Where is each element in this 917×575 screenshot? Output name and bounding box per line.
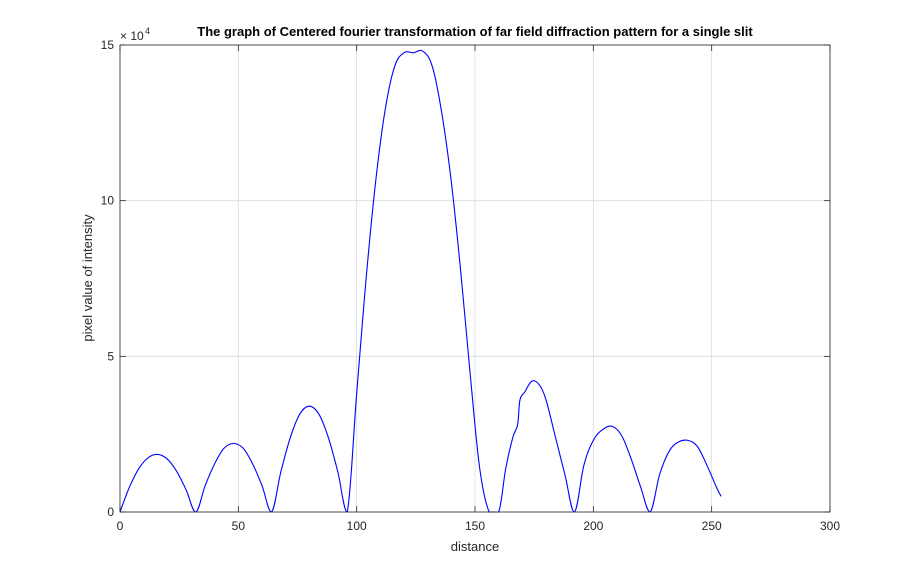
- x-tick-label: 200: [583, 519, 603, 533]
- x-axis-label: distance: [451, 539, 499, 554]
- y-tick-label: 10: [101, 194, 115, 208]
- x-tick-label: 300: [820, 519, 840, 533]
- x-tick-label: 50: [232, 519, 246, 533]
- ticks: [119, 44, 831, 513]
- chart-title: The graph of Centered fourier transforma…: [197, 24, 753, 39]
- tick-labels: 0 50 100 150 200 250 300 0 5 10 15: [101, 38, 841, 533]
- y-tick-label: 15: [101, 38, 115, 52]
- y-tick-label: 0: [107, 505, 114, 519]
- y-exponent-base: × 10: [120, 29, 144, 43]
- x-tick-label: 150: [465, 519, 485, 533]
- series-line: [119, 49, 722, 513]
- series-layer: [119, 49, 722, 513]
- y-tick-label: 5: [107, 349, 114, 363]
- x-tick-label: 250: [702, 519, 722, 533]
- x-tick-label: 0: [117, 519, 124, 533]
- y-exponent-power: 4: [145, 26, 150, 36]
- y-axis-label: pixel value of intensity: [80, 214, 95, 342]
- x-tick-label: 100: [347, 519, 367, 533]
